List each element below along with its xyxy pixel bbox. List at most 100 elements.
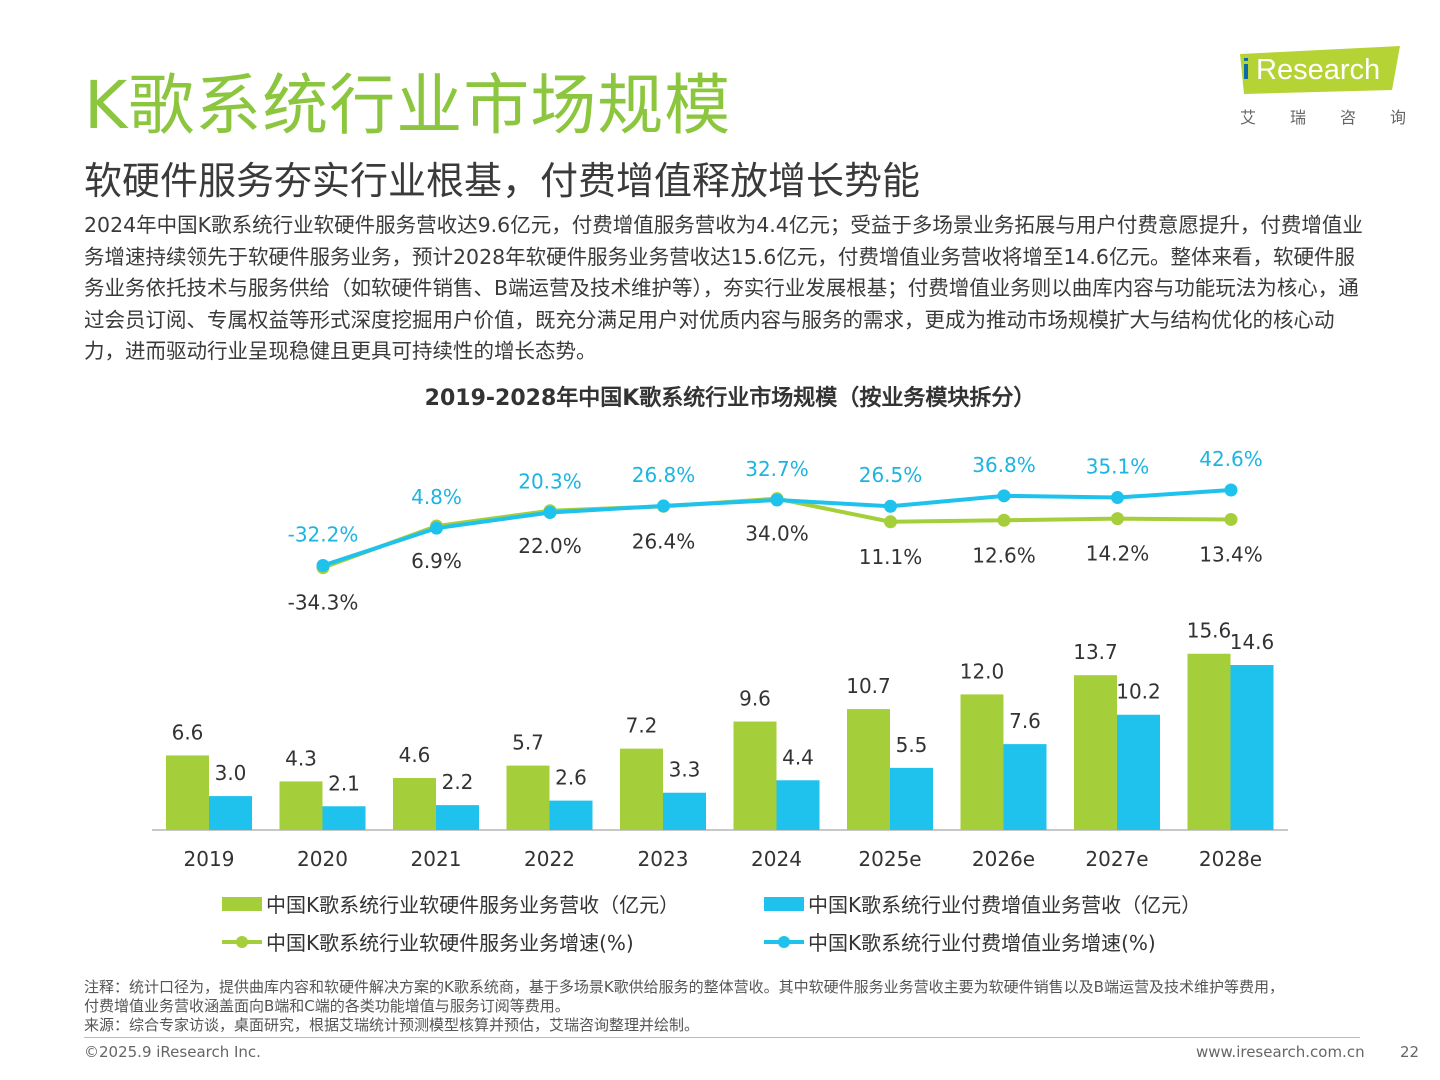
- bar-label-paid-revenue: 2.6: [555, 766, 587, 790]
- bar-label-hardware-revenue: 10.7: [846, 674, 891, 698]
- legend-label: 中国K歌系统行业付费增值业务营收（亿元）: [808, 893, 1202, 917]
- growth-label-paid: 26.5%: [859, 463, 923, 487]
- growth-label-hardware: 34.0%: [745, 522, 809, 546]
- bar-hardware-revenue: [1187, 653, 1231, 830]
- legend-swatch-green-line: [222, 934, 262, 950]
- growth-label-hardware: 6.9%: [411, 549, 462, 573]
- bar-paid-revenue: [436, 805, 479, 830]
- footer-divider: [84, 1037, 1360, 1038]
- x-tick-label: 2024: [751, 847, 802, 871]
- bar-paid-revenue: [1003, 744, 1047, 830]
- bar-paid-revenue: [549, 800, 593, 830]
- point-paid-growth: [543, 505, 557, 519]
- point-hardware-growth: [884, 515, 897, 529]
- bar-paid-revenue: [663, 792, 706, 830]
- logo-wordmark: Research: [1256, 54, 1381, 86]
- growth-label-paid: 4.8%: [411, 485, 462, 509]
- summary-paragraph: 2024年中国K歌系统行业软硬件服务营收达9.6亿元，付费增值服务营收为4.4亿…: [84, 213, 1363, 363]
- point-paid-growth: [657, 499, 670, 513]
- growth-label-hardware: 11.1%: [859, 545, 923, 569]
- x-tick-label: 2023: [638, 847, 689, 871]
- bar-hardware-revenue: [393, 778, 436, 830]
- legend-item-paid-revenue: 中国K歌系统行业付费增值业务营收（亿元）: [764, 889, 1201, 918]
- legend-label: 中国K歌系统行业付费增值业务增速(%): [808, 931, 1156, 955]
- footer-copyright: ©2025.9 iResearch Inc.: [84, 1043, 261, 1061]
- page-subtitle: 软硬件服务夯实行业根基，付费增值释放增长势能: [84, 159, 921, 203]
- bar-hardware-revenue: [279, 781, 323, 830]
- legend-label: 中国K歌系统行业软硬件服务业务营收（亿元）: [266, 893, 680, 917]
- point-paid-growth: [430, 521, 443, 535]
- x-tick-label: 2027e: [1085, 847, 1148, 871]
- legend-item-hardware-revenue: 中国K歌系统行业软硬件服务业务营收（亿元）: [222, 889, 679, 918]
- page-title: K歌系统行业市场规模: [84, 67, 732, 144]
- logo-cn-char: 瑞: [1289, 108, 1306, 127]
- x-tick-label: 2019: [184, 847, 235, 871]
- point-paid-growth: [1111, 491, 1124, 505]
- page-number: 22: [1400, 1043, 1420, 1061]
- bar-hardware-revenue: [733, 721, 777, 830]
- growth-label-hardware: 12.6%: [972, 543, 1036, 567]
- logo-chinese-name: 艾 瑞 咨 询: [1240, 104, 1406, 128]
- legend-label: 中国K歌系统行业软硬件服务业务增速(%): [266, 931, 634, 955]
- growth-label-paid: 35.1%: [1086, 455, 1150, 479]
- footer-website-link[interactable]: www.iresearch.com.cn: [1196, 1043, 1365, 1061]
- logo-i-letter: i: [1242, 54, 1251, 86]
- growth-label-paid: 20.3%: [518, 469, 582, 493]
- bar-label-hardware-revenue: 4.3: [285, 746, 317, 770]
- x-tick-label: 2025e: [858, 847, 921, 871]
- bar-hardware-revenue: [166, 755, 209, 830]
- point-hardware-growth: [1111, 512, 1124, 526]
- bar-label-paid-revenue: 14.6: [1230, 630, 1275, 654]
- legend-swatch-green-bar: [222, 896, 262, 911]
- bar-paid-revenue: [890, 767, 933, 830]
- bar-label-hardware-revenue: 5.7: [512, 731, 544, 755]
- point-paid-growth: [997, 489, 1011, 503]
- bar-hardware-revenue: [620, 748, 663, 830]
- growth-label-paid: 32.7%: [745, 457, 809, 481]
- growth-label-paid: -32.2%: [288, 523, 359, 547]
- bar-paid-revenue: [1117, 714, 1160, 830]
- bar-label-hardware-revenue: 15.6: [1187, 619, 1232, 643]
- growth-label-hardware: -34.3%: [288, 591, 359, 615]
- chart-note-line-1: 注释：统计口径为，提供曲库内容和软硬件解决方案的K歌系统商，基于多场景K歌供给服…: [84, 978, 1284, 996]
- bar-label-paid-revenue: 4.4: [782, 745, 814, 769]
- point-paid-growth: [316, 559, 330, 573]
- chart-note-line-2: 付费增值业务营收涵盖面向B端和C端的各类功能增值与服务订阅等费用。: [84, 997, 570, 1015]
- logo-cn-char: 艾: [1240, 108, 1257, 127]
- growth-label-paid: 26.8%: [632, 463, 696, 487]
- chart-title: 2019-2028年中国K歌系统行业市场规模（按业务模块拆分）: [424, 386, 1036, 411]
- growth-label-hardware: 14.2%: [1086, 542, 1150, 566]
- bar-label-paid-revenue: 2.1: [328, 771, 360, 795]
- bar-label-hardware-revenue: 9.6: [739, 687, 771, 711]
- bar-label-paid-revenue: 10.2: [1116, 680, 1161, 704]
- bar-label-paid-revenue: 3.0: [215, 761, 247, 785]
- bar-paid-revenue: [1230, 665, 1274, 830]
- x-tick-label: 2028e: [1199, 847, 1262, 871]
- x-tick-label: 2020: [297, 847, 348, 871]
- growth-label-paid: 36.8%: [972, 453, 1036, 477]
- bar-label-hardware-revenue: 12.0: [960, 659, 1005, 683]
- growth-label-hardware: 22.0%: [518, 534, 582, 558]
- chart-source: 来源：综合专家访谈，桌面研究，根据艾瑞统计预测模型核算并预估，艾瑞咨询整理并绘制…: [84, 1016, 700, 1034]
- x-tick-label: 2022: [524, 847, 575, 871]
- logo-cn-char: 询: [1389, 108, 1406, 127]
- iresearch-logo: i Research 艾 瑞 咨 询: [1236, 46, 1406, 130]
- point-hardware-growth: [1224, 512, 1238, 526]
- bar-hardware-revenue: [506, 765, 550, 830]
- x-tick-label: 2021: [411, 847, 462, 871]
- growth-label-hardware: 26.4%: [632, 529, 696, 553]
- growth-label-hardware: 13.4%: [1199, 542, 1263, 566]
- point-paid-growth: [884, 499, 897, 513]
- legend-swatch-blue-line: [764, 934, 804, 950]
- bar-label-hardware-revenue: 7.2: [626, 714, 658, 738]
- bar-label-hardware-revenue: 4.6: [399, 743, 431, 767]
- point-paid-growth: [1224, 483, 1238, 497]
- bar-hardware-revenue: [1074, 675, 1117, 830]
- bar-label-paid-revenue: 3.3: [669, 758, 701, 782]
- bar-hardware-revenue: [960, 694, 1004, 830]
- x-tick-label: 2026e: [972, 847, 1035, 871]
- growth-label-paid: 42.6%: [1199, 447, 1263, 471]
- legend-item-paid-growth: 中国K歌系统行业付费增值业务增速(%): [764, 927, 1156, 956]
- bar-paid-revenue: [776, 780, 820, 830]
